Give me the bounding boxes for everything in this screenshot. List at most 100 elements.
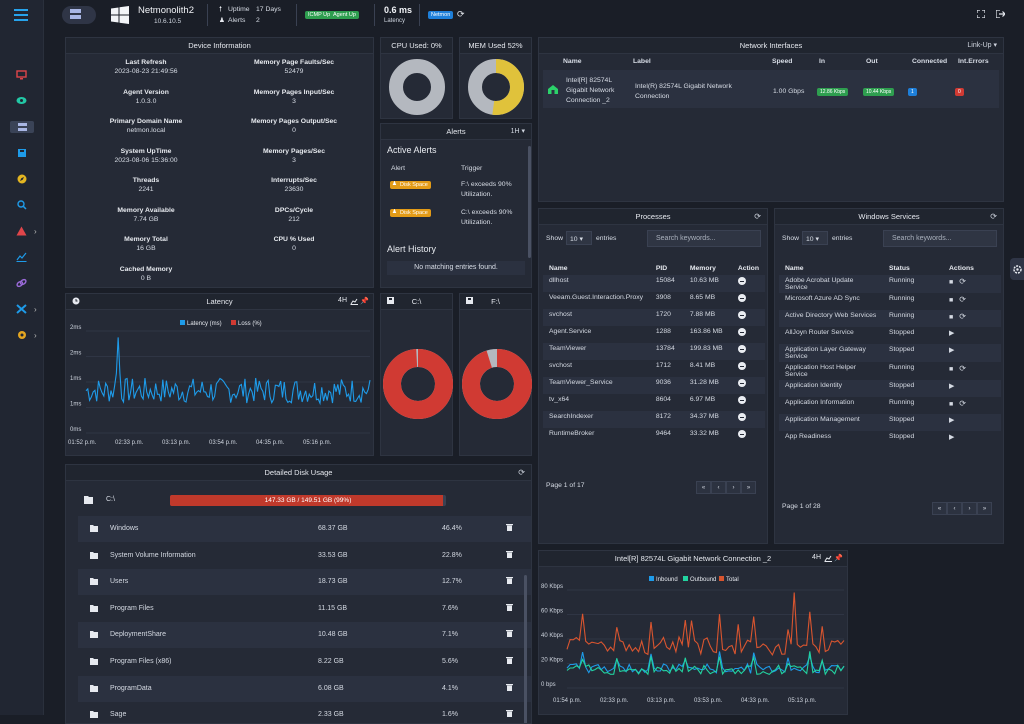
trash-icon[interactable] <box>506 523 513 533</box>
refresh-icon[interactable]: ⟳ <box>990 212 997 221</box>
stop-icon[interactable]: ■ <box>949 279 954 286</box>
chart-line-icon[interactable] <box>350 298 358 307</box>
tools-icon[interactable] <box>16 303 27 314</box>
trash-icon[interactable] <box>506 603 513 613</box>
trash-icon[interactable] <box>506 576 513 586</box>
play-icon[interactable]: ▶ <box>949 383 955 390</box>
list-item[interactable]: Sage 2.33 GB 1.6% <box>78 702 531 723</box>
cell-mem: 163.86 MB <box>689 328 723 335</box>
range-label[interactable]: 4H <box>812 554 821 561</box>
list-item[interactable]: Users 18.73 GB 12.7% <box>78 569 531 596</box>
refresh-icon[interactable]: ⟳ <box>518 468 525 477</box>
action-cell <box>732 360 765 377</box>
list-item[interactable]: Program Files 11.15 GB 7.6% <box>78 596 531 622</box>
mem-donut <box>468 59 524 115</box>
search-input[interactable]: Search keywords... <box>883 230 997 247</box>
link-icon[interactable] <box>16 277 27 288</box>
refresh-icon[interactable]: ⟳ <box>457 9 465 19</box>
stop-icon[interactable]: ■ <box>949 401 954 408</box>
page-size-select[interactable]: 10 ▾ <box>566 231 592 245</box>
fullscreen-icon[interactable] <box>976 9 986 20</box>
stop-icon[interactable]: ■ <box>949 366 954 373</box>
stop-process-icon[interactable] <box>737 379 746 387</box>
chart-line-icon[interactable] <box>824 555 832 564</box>
pin-icon[interactable]: 📌 <box>834 555 843 562</box>
scrollbar[interactable] <box>528 146 531 258</box>
restart-icon[interactable]: ⟳ <box>959 399 966 408</box>
list-item[interactable]: System Volume Information 33.53 GB 22.8% <box>78 543 531 569</box>
gear-icon[interactable] <box>16 329 27 340</box>
stop-process-icon[interactable] <box>737 413 746 421</box>
settings-drawer-tab[interactable] <box>1010 258 1024 280</box>
server-icon[interactable] <box>10 121 34 133</box>
trash-icon[interactable] <box>506 629 513 639</box>
chevron-right-icon[interactable]: › <box>34 227 37 236</box>
col-status: Status <box>889 264 910 272</box>
list-item[interactable]: DeploymentShare 10.48 GB 7.1% <box>78 622 531 649</box>
logout-icon[interactable] <box>995 9 1006 20</box>
search-icon[interactable] <box>16 199 27 210</box>
stop-icon[interactable]: ■ <box>949 297 954 304</box>
chevron-right-icon[interactable]: › <box>34 331 37 340</box>
chart-line-icon[interactable] <box>16 251 27 262</box>
list-item[interactable]: ProgramData 6.08 GB 4.1% <box>78 675 531 702</box>
first-page-button[interactable]: « <box>932 502 947 515</box>
eye-icon[interactable] <box>16 95 27 106</box>
restart-icon[interactable]: ⟳ <box>959 277 966 286</box>
stop-process-icon[interactable] <box>737 277 746 285</box>
alert-badge[interactable]: Disk Space <box>390 181 431 189</box>
list-item[interactable]: Windows 68.37 GB 46.4% <box>78 516 531 542</box>
stop-icon[interactable]: ■ <box>949 314 954 321</box>
refresh-icon[interactable]: ⟳ <box>754 212 761 221</box>
prev-page-button[interactable]: ‹ <box>947 502 962 515</box>
scrollbar[interactable] <box>524 575 527 723</box>
search-input[interactable]: Search keywords... <box>647 230 761 247</box>
stop-process-icon[interactable] <box>737 396 746 404</box>
cell-mem: 8.65 MB <box>689 294 716 301</box>
list-item[interactable]: Program Files (x86) 8.22 GB 5.6% <box>78 649 531 675</box>
stop-process-icon[interactable] <box>737 328 746 336</box>
alert-badge[interactable]: Disk Space <box>390 209 431 217</box>
actions-cell: ▶ <box>943 414 1001 431</box>
stop-process-icon[interactable] <box>737 294 746 302</box>
first-page-button[interactable]: « <box>696 481 711 494</box>
interface-name[interactable]: Intel[R] 82574L Gigabit Network Connecti… <box>566 77 615 104</box>
chevron-right-icon[interactable]: › <box>34 305 37 314</box>
stop-process-icon[interactable] <box>737 362 746 370</box>
actions-cell: ▶ <box>943 327 1001 344</box>
prev-page-button[interactable]: ‹ <box>711 481 726 494</box>
stop-process-icon[interactable] <box>737 345 746 353</box>
page-size-select[interactable]: 10 ▾ <box>802 231 828 245</box>
divider <box>374 4 375 26</box>
trash-icon[interactable] <box>506 709 513 719</box>
trash-icon[interactable] <box>506 656 513 666</box>
next-page-button[interactable]: › <box>962 502 977 515</box>
pin-icon[interactable]: 📌 <box>360 298 369 305</box>
alerts-range-dropdown[interactable]: 1H ▾ <box>510 128 525 135</box>
stop-process-icon[interactable] <box>737 311 746 319</box>
stop-process-icon[interactable] <box>737 430 746 438</box>
trash-icon[interactable] <box>506 683 513 693</box>
link-filter-dropdown[interactable]: Link-Up ▾ <box>967 42 997 49</box>
last-page-button[interactable]: » <box>741 481 756 494</box>
restart-icon[interactable]: ⟳ <box>959 364 966 373</box>
restart-icon[interactable]: ⟳ <box>959 312 966 321</box>
save-icon[interactable] <box>16 147 27 158</box>
info-item: Memory Available 7.74 GB <box>72 206 220 224</box>
play-icon[interactable]: ▶ <box>949 347 955 354</box>
restart-icon[interactable]: ⟳ <box>959 295 966 304</box>
play-icon[interactable]: ▶ <box>949 417 955 424</box>
warning-icon[interactable] <box>16 225 27 236</box>
hamburger-icon[interactable] <box>14 9 28 21</box>
last-page-button[interactable]: » <box>977 502 992 515</box>
table-row[interactable] <box>543 70 999 108</box>
range-label[interactable]: 4H <box>338 297 347 304</box>
monitor-icon[interactable] <box>16 69 27 80</box>
play-icon[interactable]: ▶ <box>949 330 955 337</box>
compass-icon[interactable] <box>16 173 27 184</box>
play-icon[interactable]: ▶ <box>949 434 955 441</box>
col-connected: Connected <box>912 58 948 65</box>
trash-icon[interactable] <box>506 550 513 560</box>
drive-label[interactable]: C:\ <box>106 496 115 503</box>
next-page-button[interactable]: › <box>726 481 741 494</box>
